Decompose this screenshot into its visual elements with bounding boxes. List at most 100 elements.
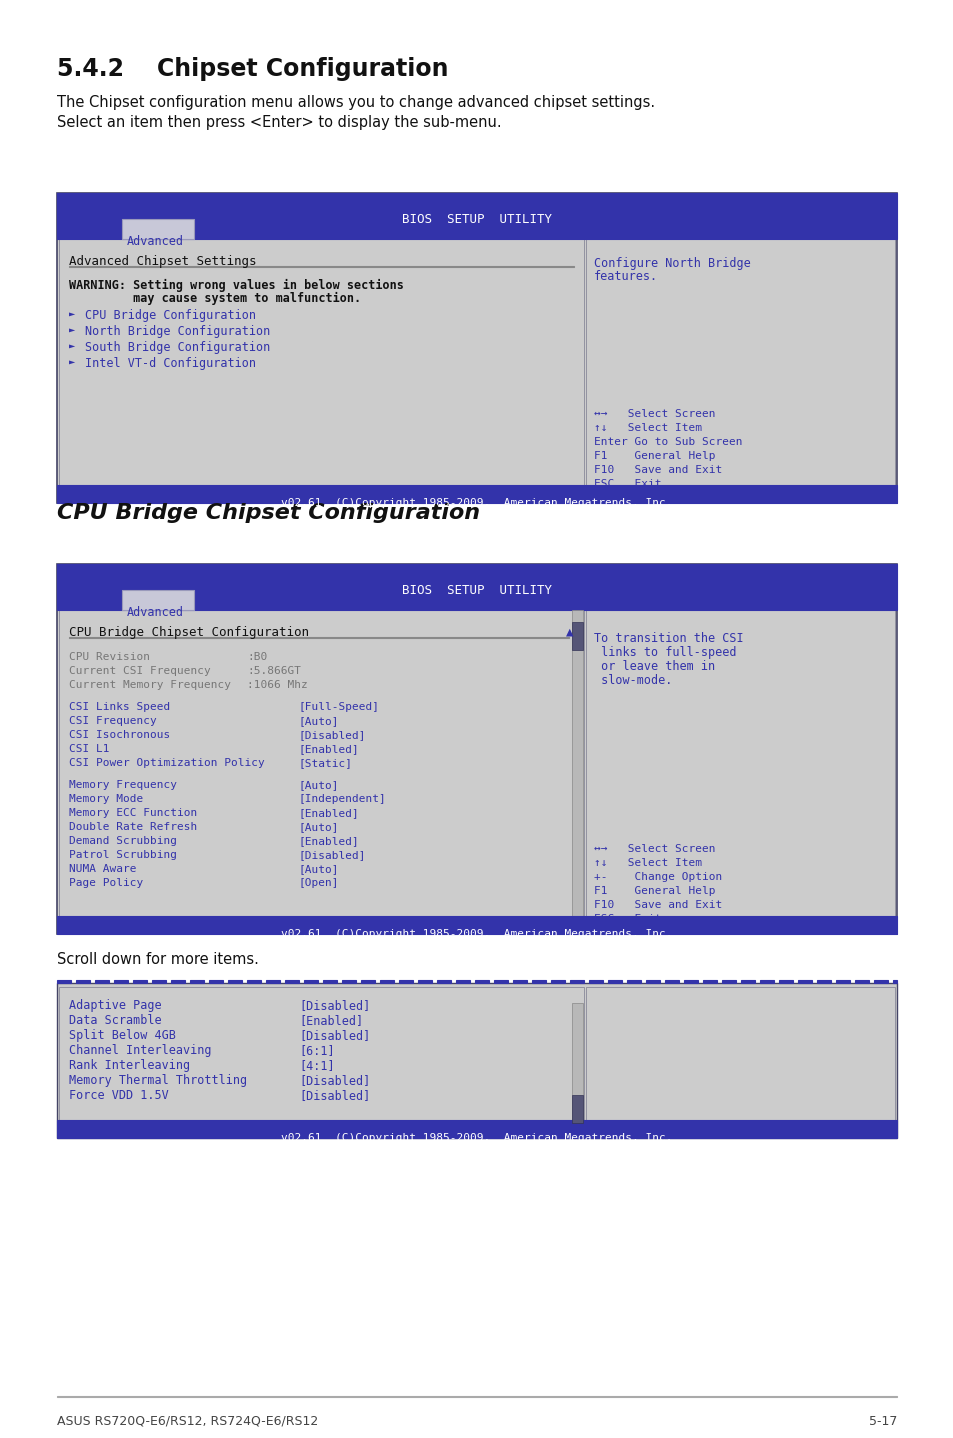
Text: NUMA Aware: NUMA Aware [69, 864, 136, 874]
Text: BIOS  SETUP  UTILITY: BIOS SETUP UTILITY [401, 584, 552, 597]
Bar [285, 981, 298, 984]
Bar [398, 981, 413, 984]
Bar [551, 981, 564, 984]
Bar [59, 610, 583, 932]
Bar [816, 981, 830, 984]
Text: Double Rate Refresh: Double Rate Refresh [69, 823, 197, 833]
Text: [Full-Speed]: [Full-Speed] [298, 702, 379, 712]
Bar [228, 981, 242, 984]
Text: Intel VT-d Configuration: Intel VT-d Configuration [85, 357, 255, 370]
Bar [645, 981, 659, 984]
Text: v02.61  (C)Copyright 1985-2009,  American Megatrends, Inc.: v02.61 (C)Copyright 1985-2009, American … [281, 498, 672, 508]
Text: [6:1]: [6:1] [298, 1044, 335, 1057]
Text: [Disabled]: [Disabled] [298, 1074, 370, 1087]
Bar [797, 981, 811, 984]
Text: ↑↓   Select Item: ↑↓ Select Item [594, 858, 701, 869]
Bar [585, 610, 894, 932]
Text: ↔→   Select Screen: ↔→ Select Screen [594, 844, 715, 854]
Text: Advanced: Advanced [127, 234, 184, 247]
Text: F10   Save and Exit: F10 Save and Exit [594, 464, 721, 475]
Bar [76, 981, 90, 984]
Text: 5-17: 5-17 [868, 1415, 896, 1428]
Bar [122, 590, 193, 610]
Text: Data Scramble: Data Scramble [69, 1014, 161, 1027]
Text: Channel Interleaving: Channel Interleaving [69, 1044, 212, 1057]
Text: [Enabled]: [Enabled] [298, 808, 359, 818]
Text: Scroll down for more items.: Scroll down for more items. [57, 952, 258, 966]
Text: [Disabled]: [Disabled] [298, 850, 366, 860]
Bar [760, 981, 773, 984]
Text: [Auto]: [Auto] [298, 864, 339, 874]
Bar [57, 193, 896, 503]
Text: :B0: :B0 [247, 651, 267, 661]
Text: may cause system to malfunction.: may cause system to malfunction. [69, 292, 361, 305]
Text: Adaptive Page: Adaptive Page [69, 999, 161, 1012]
Text: CPU Bridge Chipset Configuration: CPU Bridge Chipset Configuration [69, 626, 309, 638]
Bar [57, 485, 896, 503]
Text: [4:1]: [4:1] [298, 1058, 335, 1071]
Bar [59, 239, 583, 500]
Bar [607, 981, 621, 984]
Text: CSI L1: CSI L1 [69, 743, 110, 754]
Bar [57, 564, 896, 935]
Text: [Open]: [Open] [298, 879, 339, 889]
Bar [494, 981, 507, 984]
Text: ESC   Exit: ESC Exit [594, 915, 660, 925]
Text: Advanced: Advanced [127, 605, 184, 618]
Bar [57, 1120, 896, 1137]
Text: WARNING: Setting wrong values in below sections: WARNING: Setting wrong values in below s… [69, 279, 403, 292]
Text: [Enabled]: [Enabled] [298, 835, 359, 846]
Text: :1066 Mhz: :1066 Mhz [247, 680, 308, 690]
Text: [Static]: [Static] [298, 758, 353, 768]
Text: Select an item then press <Enter> to display the sub-menu.: Select an item then press <Enter> to dis… [57, 115, 501, 129]
Bar [854, 981, 868, 984]
Text: CPU Bridge Chipset Configuration: CPU Bridge Chipset Configuration [57, 503, 479, 523]
Bar [532, 981, 545, 984]
Bar [572, 623, 582, 650]
Bar [323, 981, 336, 984]
Bar [721, 981, 735, 984]
Bar [113, 981, 128, 984]
Text: Current Memory Frequency: Current Memory Frequency [69, 680, 231, 690]
Text: F1    General Help: F1 General Help [594, 886, 715, 896]
Text: +-    Change Option: +- Change Option [594, 871, 721, 881]
Bar [209, 981, 223, 984]
Text: ASUS RS720Q-E6/RS12, RS724Q-E6/RS12: ASUS RS720Q-E6/RS12, RS724Q-E6/RS12 [57, 1415, 318, 1428]
Bar [360, 981, 375, 984]
Bar [740, 981, 754, 984]
Text: To transition the CSI: To transition the CSI [594, 631, 742, 646]
Text: :5.866GT: :5.866GT [247, 666, 301, 676]
Bar [626, 981, 640, 984]
Text: ►: ► [69, 325, 75, 335]
Bar [57, 590, 896, 610]
Bar [152, 981, 166, 984]
Text: Memory Mode: Memory Mode [69, 794, 143, 804]
Text: South Bridge Configuration: South Bridge Configuration [85, 341, 270, 354]
Text: [Auto]: [Auto] [298, 823, 339, 833]
Bar [572, 1094, 582, 1123]
Bar [190, 981, 204, 984]
Bar [57, 219, 896, 239]
Bar [304, 981, 317, 984]
Bar [664, 981, 679, 984]
Text: CSI Links Speed: CSI Links Speed [69, 702, 170, 712]
Text: BIOS  SETUP  UTILITY: BIOS SETUP UTILITY [401, 213, 552, 226]
Bar [588, 981, 602, 984]
Bar [585, 239, 894, 500]
Text: [Disabled]: [Disabled] [298, 999, 370, 1012]
Bar [59, 986, 583, 1135]
Bar [835, 981, 849, 984]
Bar [341, 981, 355, 984]
Bar [57, 564, 896, 590]
Bar [95, 981, 109, 984]
Text: F1    General Help: F1 General Help [594, 452, 715, 462]
Text: slow-mode.: slow-mode. [594, 674, 672, 687]
Bar [132, 981, 147, 984]
Text: Rank Interleaving: Rank Interleaving [69, 1058, 190, 1071]
Text: features.: features. [594, 270, 658, 283]
Text: CSI Isochronous: CSI Isochronous [69, 731, 170, 741]
Bar [456, 981, 470, 984]
Text: CPU Revision: CPU Revision [69, 651, 150, 661]
Text: or leave them in: or leave them in [594, 660, 715, 673]
Text: v02.61  (C)Copyright 1985-2009,  American Megatrends, Inc.: v02.61 (C)Copyright 1985-2009, American … [281, 1133, 672, 1143]
